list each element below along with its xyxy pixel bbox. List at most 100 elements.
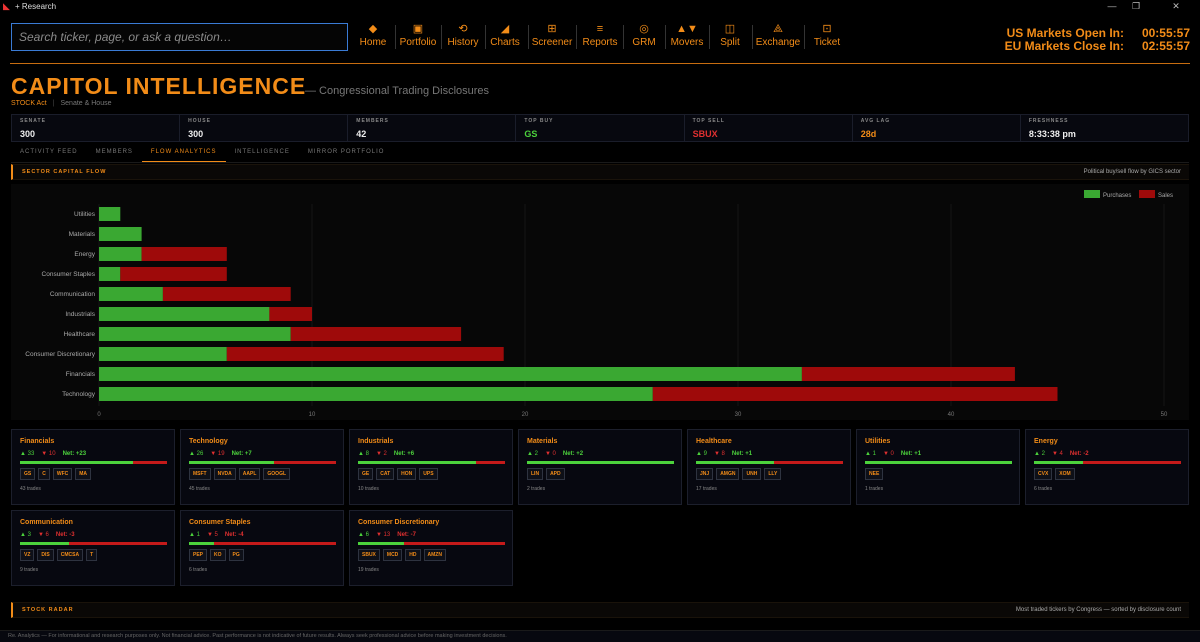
sector-card-industrials[interactable]: Industrials ▲ 8 ▼ 2 Net: +6 GE CAT HON UPS … — [349, 429, 513, 505]
sell-fill — [132, 461, 167, 464]
ticker-chip[interactable]: AAPL — [238, 468, 261, 480]
stat-value: SBUX — [692, 129, 718, 139]
sector-card-energy[interactable]: Energy ▲ 2 ▼ 4 Net: -2 CVX XOM 6 trades — [1025, 429, 1189, 505]
nav-movers-button[interactable]: ▲▼ Movers — [657, 22, 717, 48]
ticker-chip[interactable]: KO — [210, 549, 226, 561]
nav-grm-button[interactable]: ◎ GRM — [614, 22, 674, 48]
ticker-chip[interactable]: PEP — [189, 549, 208, 561]
top-divider — [10, 63, 1190, 64]
nav-reports-button[interactable]: ≡ Reports — [570, 22, 630, 48]
bar-purchases-energy — [99, 247, 142, 261]
nav-portfolio-button[interactable]: ▣ Portfolio — [388, 22, 448, 48]
ticker-chip[interactable]: XOM — [1055, 468, 1075, 480]
section-title: SECTOR CAPITAL FLOW — [22, 169, 107, 175]
buy-count: ▲ 26 — [189, 451, 204, 457]
ticker-chip[interactable]: WFC — [52, 468, 73, 480]
section-header-sector-flow: SECTOR CAPITAL FLOW Political buy/sell f… — [11, 164, 1189, 180]
exchange-icon: ⟁ — [773, 23, 783, 35]
ticker-chip[interactable]: HD — [405, 549, 421, 561]
close-icon[interactable]: ✕ — [1172, 1, 1180, 11]
bar-sales-financials — [801, 367, 1015, 381]
ticker-chip[interactable]: T — [86, 549, 98, 561]
stat-avg-lag: AVG LAG 28d — [853, 115, 1021, 141]
ticker-chip[interactable]: MSFT — [189, 468, 211, 480]
nav-ticket-button[interactable]: ⊡ Ticket — [797, 22, 857, 48]
ticker-chip[interactable]: HON — [397, 468, 417, 480]
sector-flow-counts: ▲ 2 ▼ 4 Net: -2 — [1034, 451, 1180, 457]
nav-label: Movers — [670, 37, 704, 48]
tag-stock-act: STOCK Act — [11, 100, 47, 107]
ticker-chip[interactable]: GS — [20, 468, 36, 480]
stat-value: GS — [524, 129, 538, 139]
ticker-chip[interactable]: PG — [228, 549, 244, 561]
ticker-chip[interactable]: MA — [75, 468, 92, 480]
buy-fill — [189, 542, 214, 545]
flow-ratio-bar — [189, 461, 336, 464]
tab-members[interactable]: MEMBERS — [95, 149, 133, 155]
nav-exchange-button[interactable]: ⟁ Exchange — [748, 22, 808, 48]
sector-name: Consumer Discretionary — [358, 519, 440, 526]
tab-mirror-portfolio[interactable]: MIRROR PORTFOLIO — [307, 149, 385, 155]
ticker-chip[interactable]: VZ — [20, 549, 35, 561]
buy-fill — [189, 461, 274, 464]
nav-charts-button[interactable]: ◢ Charts — [475, 22, 535, 48]
sector-card-healthcare[interactable]: Healthcare ▲ 9 ▼ 8 Net: +1 JNJ AMGN UNH LLY… — [687, 429, 851, 505]
flow-ratio-bar — [189, 542, 336, 545]
sell-count: ▼ 6 — [37, 532, 49, 538]
maximize-icon[interactable]: ❐ — [1131, 1, 1141, 11]
minimize-icon[interactable]: — — [1107, 1, 1117, 11]
ticker-chip[interactable]: CAT — [376, 468, 395, 480]
tab-flow-analytics[interactable]: FLOW ANALYTICS — [141, 146, 226, 162]
nav-history-button[interactable]: ⟲ History — [433, 22, 493, 48]
nav-separator — [395, 25, 396, 49]
search-input[interactable] — [11, 23, 348, 51]
tab-intelligence[interactable]: INTELLIGENCE — [234, 149, 290, 155]
ticker-chip[interactable]: UNH — [742, 468, 762, 480]
trade-count: 43 trades — [20, 486, 41, 492]
sector-card-communication[interactable]: Communication ▲ 3 ▼ 6 Net: -3 VZ DIS CMCSA… — [11, 510, 175, 586]
flow-ratio-bar — [527, 461, 674, 464]
ticker-chip[interactable]: LIN — [527, 468, 544, 480]
ticker-chip[interactable]: JNJ — [696, 468, 714, 480]
ticker-chip[interactable]: C — [38, 468, 50, 480]
sector-card-consumer-discretionary[interactable]: Consumer Discretionary ▲ 6 ▼ 13 Net: -7 … — [349, 510, 513, 586]
y-category-label: Consumer Discretionary — [25, 351, 95, 358]
tab-activity-feed[interactable]: ACTIVITY FEED — [20, 149, 78, 155]
app-logo-icon: ◣ — [3, 1, 10, 11]
tag-separator: | — [52, 100, 55, 107]
sector-card-materials[interactable]: Materials ▲ 2 ▼ 0 Net: +2 LIN APD 2 trade… — [518, 429, 682, 505]
buy-fill — [1034, 461, 1083, 464]
ticker-chip[interactable]: SBUX — [358, 549, 380, 561]
sell-fill — [475, 461, 505, 464]
sector-card-utilities[interactable]: Utilities ▲ 1 ▼ 0 Net: +1 NEE 1 trades — [856, 429, 1020, 505]
nav-split-button[interactable]: ◫ Split — [700, 22, 760, 48]
nav-label: History — [447, 37, 479, 48]
stat-label: TOP SELL — [692, 118, 725, 124]
ticker-chip[interactable]: DIS — [37, 549, 54, 561]
ticker-chip[interactable]: GE — [358, 468, 374, 480]
ticker-chip[interactable]: AMZN — [423, 549, 446, 561]
flow-ratio-bar — [1034, 461, 1181, 464]
ticker-chip[interactable]: NEE — [865, 468, 884, 480]
bar-sales-energy — [141, 247, 227, 261]
sector-card-technology[interactable]: Technology ▲ 26 ▼ 19 Net: +7 MSFT NVDA AAP… — [180, 429, 344, 505]
sector-flow-counts: ▲ 1 ▼ 0 Net: +1 — [865, 451, 1011, 457]
buy-count: ▲ 8 — [358, 451, 369, 457]
grm-icon: ◎ — [639, 23, 649, 35]
ticker-chip[interactable]: APD — [546, 468, 565, 480]
ticker-chip[interactable]: LLY — [764, 468, 782, 480]
nav-screener-button[interactable]: ⊞ Screener — [522, 22, 582, 48]
us-market-clock: US Markets Open In: 00:55:57 — [1007, 26, 1190, 40]
nav-home-button[interactable]: ◆ Home — [343, 22, 403, 48]
ticker-chip[interactable]: GOOGL — [263, 468, 291, 480]
sector-card-financials[interactable]: Financials ▲ 33 ▼ 10 Net: +23 GS C WFC MA 4… — [11, 429, 175, 505]
ticker-chip[interactable]: MCD — [382, 549, 403, 561]
sector-card-consumer-staples[interactable]: Consumer Staples ▲ 1 ▼ 5 Net: -4 PEP KO PG… — [180, 510, 344, 586]
sector-name: Materials — [527, 438, 558, 445]
sell-count: ▼ 8 — [713, 451, 725, 457]
ticker-chip[interactable]: CVX — [1034, 468, 1053, 480]
ticker-chip[interactable]: CMCSA — [56, 549, 84, 561]
ticker-chip[interactable]: NVDA — [213, 468, 236, 480]
ticker-chip[interactable]: UPS — [419, 468, 438, 480]
ticker-chip[interactable]: AMGN — [716, 468, 740, 480]
